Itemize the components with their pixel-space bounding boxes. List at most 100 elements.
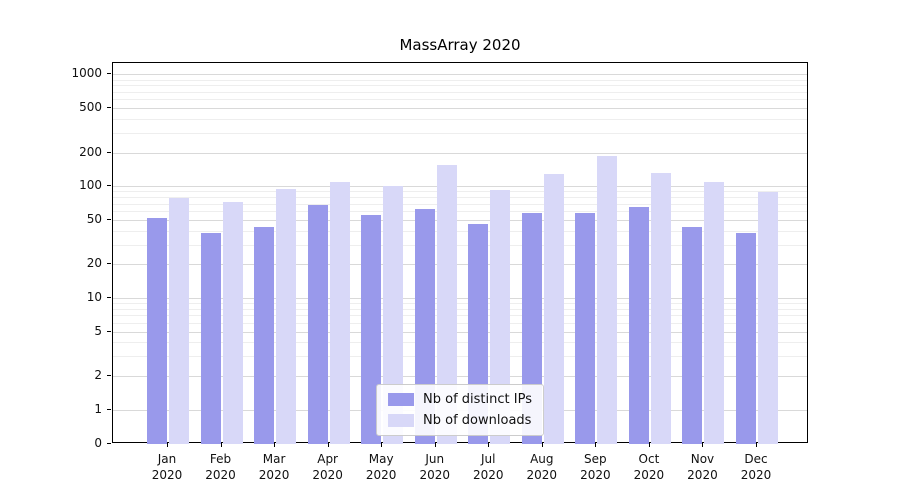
x-tick-month: Aug	[530, 452, 554, 466]
gridline-minor	[113, 210, 807, 212]
y-tick-mark	[107, 296, 111, 298]
x-tick-year: 2020	[740, 468, 772, 483]
x-tick-month: Jul	[481, 452, 496, 466]
x-tick-month: Sep	[584, 452, 607, 466]
gridline-major	[113, 297, 807, 299]
y-tick-label: 0	[94, 436, 102, 450]
x-tick-month: Apr	[317, 452, 338, 466]
y-tick-label: 10	[86, 289, 102, 304]
y-tick-label: 5	[94, 323, 102, 338]
y-tick-label: 20	[86, 256, 102, 271]
bar-downloads	[490, 190, 511, 444]
x-tick-mark	[220, 443, 222, 447]
gridline-major	[113, 331, 807, 333]
gridline-minor	[113, 99, 807, 101]
legend-swatch-downloads	[388, 414, 415, 427]
bar-downloads	[704, 182, 725, 444]
bar-distinct-ips	[200, 233, 221, 444]
x-tick-month: Mar	[262, 452, 286, 466]
x-tick-label: Mar 2020	[244, 451, 304, 483]
x-tick-month: Nov	[690, 452, 715, 466]
y-tick-mark	[107, 263, 111, 265]
gridline-minor	[113, 356, 807, 358]
x-tick-month: Oct	[638, 452, 660, 466]
bar-downloads	[650, 172, 671, 444]
gridline-minor	[113, 191, 807, 193]
gridline-minor	[113, 322, 807, 324]
x-tick-mark	[595, 443, 597, 447]
gridline-major	[113, 152, 807, 154]
x-tick-mark	[488, 443, 490, 447]
gridline-major	[113, 376, 807, 378]
x-tick-label: Feb 2020	[191, 451, 251, 483]
x-tick-mark	[702, 443, 704, 447]
bar-distinct-ips	[307, 204, 328, 444]
y-tick-mark	[107, 185, 111, 187]
bar-downloads	[383, 186, 404, 444]
bar-distinct-ips	[628, 207, 649, 444]
legend-item-label: Nb of downloads	[423, 413, 532, 428]
gridline-minor	[113, 315, 807, 317]
x-tick-year: 2020	[365, 468, 397, 483]
y-tick-label: 100	[79, 178, 102, 193]
gridline-minor	[113, 91, 807, 93]
x-tick-mark	[756, 443, 757, 447]
x-tick-month: Feb	[209, 452, 232, 466]
gridline-minor	[113, 85, 807, 87]
x-tick-year: 2020	[312, 468, 343, 483]
y-tick-label: 200	[79, 144, 102, 159]
legend-item: Nb of downloads	[388, 413, 532, 428]
x-tick-label: Jul 2020	[458, 451, 518, 483]
gridline-major	[113, 186, 807, 188]
x-tick-label: Jan 2020	[137, 451, 197, 483]
y-tick-mark	[107, 375, 111, 377]
x-tick-year: 2020	[472, 468, 504, 483]
y-tick-label: 1	[94, 401, 102, 416]
x-tick-year: 2020	[151, 468, 183, 483]
x-tick-year: 2020	[580, 468, 611, 483]
y-tick-label: 50	[86, 211, 102, 226]
x-tick-month: May	[368, 452, 394, 466]
x-tick-label: Sep 2020	[565, 451, 625, 483]
x-tick-month: Dec	[744, 452, 768, 466]
bar-downloads	[276, 188, 297, 444]
y-tick-mark	[107, 107, 111, 109]
gridline-minor	[113, 303, 807, 305]
gridline-minor	[113, 79, 807, 81]
gridline-minor	[113, 342, 807, 344]
y-tick-mark	[107, 218, 111, 220]
x-tick-label: Aug 2020	[512, 451, 572, 483]
x-tick-label: Oct 2020	[619, 451, 679, 483]
gridline-major	[113, 74, 807, 76]
gridline-minor	[113, 197, 807, 199]
y-tick-mark	[107, 408, 111, 410]
bar-downloads	[597, 156, 618, 444]
x-tick-label: May 2020	[351, 451, 411, 483]
x-tick-month: Jun	[425, 452, 445, 466]
y-tick-mark	[107, 443, 111, 444]
legend-item-label: Nb of distinct IPs	[423, 392, 532, 407]
gridline-minor	[113, 118, 807, 120]
x-tick-mark	[381, 443, 383, 447]
x-tick-mark	[274, 443, 276, 447]
gridline-major	[113, 264, 807, 266]
y-tick-mark	[107, 73, 111, 75]
bar-downloads	[436, 164, 457, 444]
y-tick-mark	[107, 330, 111, 332]
x-tick-year: 2020	[205, 468, 236, 483]
x-tick-label: Jun 2020	[405, 451, 465, 483]
gridline-major	[113, 108, 807, 110]
gridline-minor	[113, 230, 807, 232]
gridline-minor	[113, 308, 807, 310]
x-tick-mark	[648, 443, 650, 447]
x-tick-mark	[327, 443, 329, 447]
x-tick-year: 2020	[419, 468, 450, 483]
x-tick-label: Dec 2020	[726, 451, 786, 483]
legend-swatch-distinct-ips	[388, 393, 415, 406]
gridline-minor	[113, 203, 807, 205]
y-tick-label: 1000	[71, 66, 102, 81]
plot-area: Nb of distinct IPs Nb of downloads	[112, 62, 808, 444]
y-tick-mark	[107, 151, 111, 153]
x-tick-mark	[434, 443, 436, 447]
